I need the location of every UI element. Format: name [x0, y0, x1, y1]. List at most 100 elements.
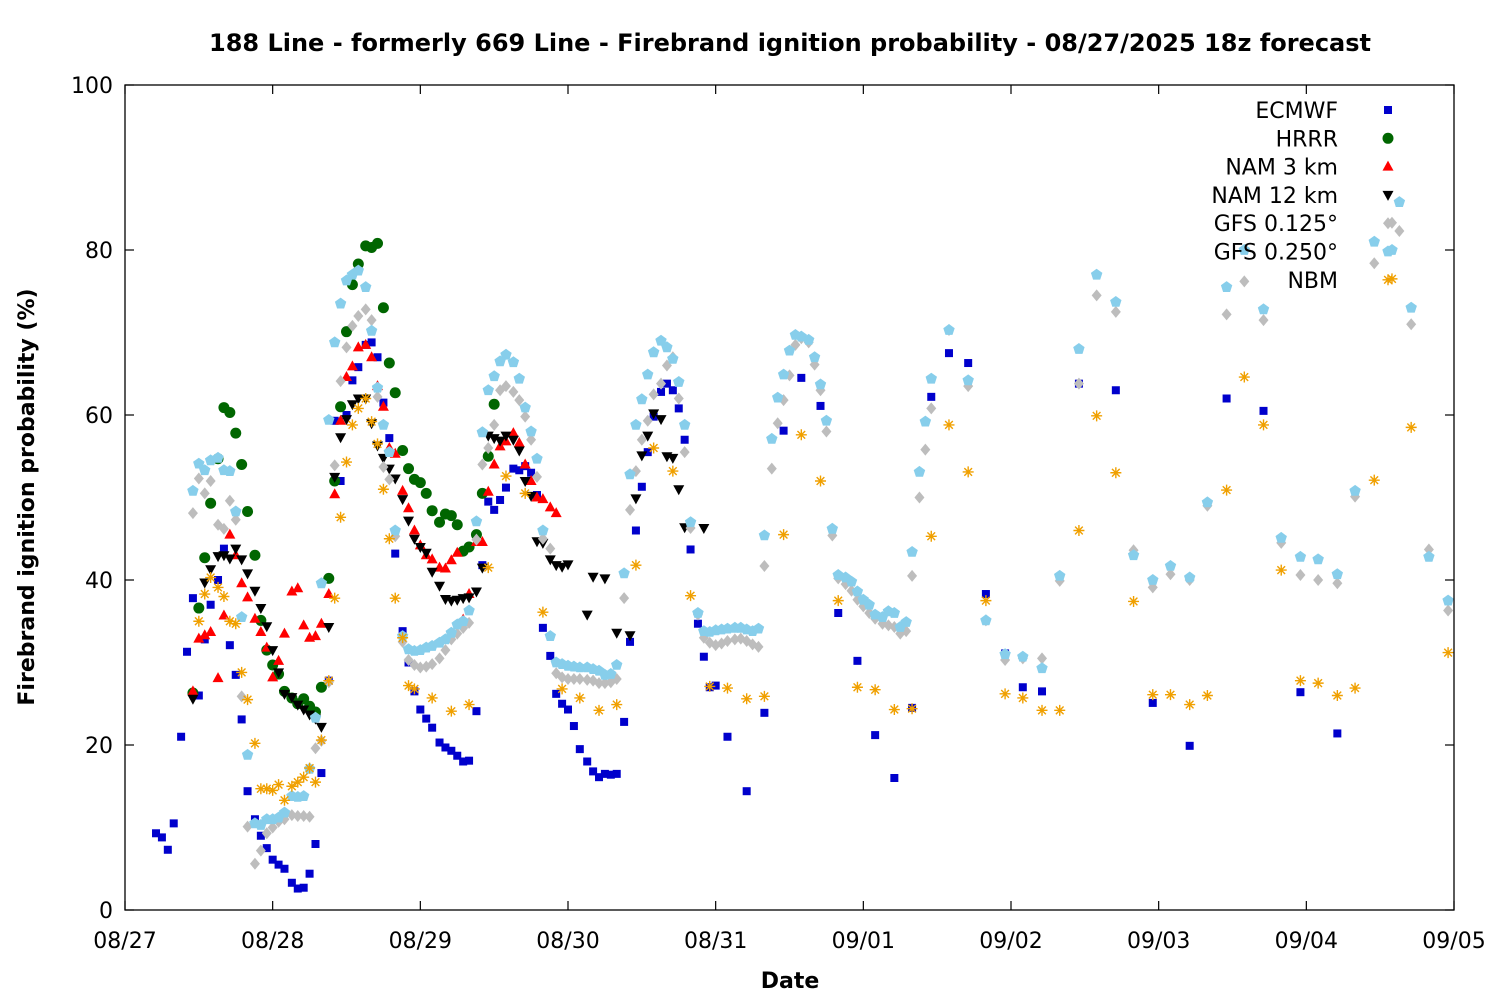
- data-point-nbm: [704, 680, 716, 692]
- data-point-ecmwf: [1222, 394, 1231, 403]
- data-point-hrrr: [230, 427, 242, 439]
- data-point-gfs-0-125: [545, 542, 556, 555]
- data-point-gfs-0-125: [341, 341, 352, 354]
- data-point-gfs-0-125: [230, 513, 241, 526]
- data-point-gfs-0-250: [684, 516, 697, 528]
- data-point-gfs-0-250: [661, 341, 673, 353]
- data-point-gfs-0-125: [378, 460, 389, 473]
- data-point-nbm: [1386, 273, 1398, 285]
- data-point-gfs-0-125: [483, 442, 494, 454]
- data-point-gfs-0-250: [667, 352, 679, 364]
- data-point-nbm: [286, 780, 298, 792]
- data-point-nam-12-km: [187, 694, 199, 705]
- data-point-nam-3-km: [513, 437, 525, 448]
- data-point-nbm: [309, 776, 321, 788]
- data-point-ecmwf: [742, 787, 751, 796]
- data-point-ecmwf: [453, 751, 462, 760]
- data-point-nbm: [1110, 467, 1122, 479]
- data-point-hrrr: [426, 505, 438, 517]
- data-point-gfs-0-125: [625, 503, 636, 516]
- data-point-ecmwf: [558, 699, 567, 708]
- legend-label: GFS 0.250°: [1214, 241, 1338, 266]
- data-point-ecmwf: [317, 769, 326, 778]
- data-point-nbm: [323, 675, 335, 687]
- data-point-gfs-0-250: [323, 414, 335, 425]
- data-point-nbm: [463, 699, 475, 711]
- data-point-ecmwf: [219, 544, 228, 553]
- legend-marker-nam-12-km: [1382, 190, 1394, 201]
- data-point-nam-3-km: [445, 554, 457, 565]
- data-point-ecmwf: [606, 770, 615, 779]
- data-point-gfs-0-250: [224, 465, 236, 476]
- data-point-gfs-0-125: [619, 592, 630, 605]
- data-point-nam-12-km: [403, 516, 415, 527]
- data-point-gfs-0-250: [329, 336, 341, 348]
- data-point-nam-3-km: [550, 507, 562, 518]
- data-point-gfs-0-250: [278, 806, 291, 818]
- data-point-ecmwf: [274, 860, 283, 869]
- data-point-nbm: [999, 688, 1011, 700]
- data-point-ecmwf: [428, 723, 437, 732]
- data-point-ecmwf: [293, 884, 302, 893]
- legend-label: HRRR: [1276, 127, 1338, 152]
- data-point-ecmwf: [1148, 698, 1157, 707]
- data-point-gfs-0-125: [537, 532, 548, 545]
- data-point-nam-3-km: [329, 488, 341, 499]
- series-nbm: [193, 273, 1454, 806]
- legend-marker-nbm: [1382, 274, 1394, 286]
- data-point-gfs-0-250: [1312, 553, 1324, 565]
- legend-marker-gfs-0-125: [1383, 217, 1393, 230]
- data-point-gfs-0-125: [679, 446, 690, 459]
- data-point-gfs-0-250: [212, 451, 224, 463]
- data-point-ecmwf: [287, 878, 296, 887]
- data-point-ecmwf: [575, 745, 584, 754]
- data-point-gfs-0-125: [335, 375, 346, 388]
- data-point-nam-12-km: [519, 477, 531, 487]
- data-point-nam-12-km: [218, 551, 230, 562]
- data-point-gfs-0-250: [1238, 244, 1250, 255]
- data-point-gfs-0-250: [913, 465, 926, 477]
- data-point-ecmwf: [779, 426, 788, 435]
- data-point-gfs-0-125: [673, 392, 684, 405]
- x-tick-label: 09/05: [1422, 929, 1485, 954]
- data-point-nam-12-km: [648, 409, 660, 420]
- data-point-nam-3-km: [187, 685, 199, 696]
- data-point-gfs-0-125: [772, 417, 783, 430]
- data-point-gfs-0-125: [1406, 318, 1417, 331]
- data-point-nam-3-km: [267, 671, 279, 682]
- data-point-nam-3-km: [408, 524, 420, 535]
- data-point-ecmwf: [1111, 386, 1120, 395]
- data-point-ecmwf: [330, 416, 339, 425]
- legend-item-nam-12-km: NAM 12 km: [1211, 184, 1394, 209]
- data-point-gfs-0-250: [1393, 196, 1406, 207]
- data-point-nam-12-km: [494, 436, 506, 447]
- legend-item-ecmwf: ECMWF: [1255, 99, 1392, 124]
- plot-area: [152, 196, 1454, 893]
- data-point-nam-3-km: [488, 458, 500, 469]
- data-point-ecmwf: [336, 477, 345, 485]
- data-point-gfs-0-250: [377, 418, 390, 430]
- data-point-nbm: [962, 466, 974, 478]
- data-point-nam-3-km: [315, 617, 327, 628]
- y-axis-label: Firebrand ignition probability (%): [15, 288, 40, 705]
- data-point-gfs-0-125: [384, 473, 395, 486]
- data-point-gfs-0-250: [482, 384, 494, 396]
- data-point-ecmwf: [1018, 683, 1027, 692]
- data-point-ecmwf: [723, 732, 732, 741]
- data-point-nam-12-km: [408, 534, 420, 545]
- data-point-ecmwf: [348, 376, 357, 385]
- data-point-gfs-0-125: [1221, 308, 1232, 321]
- data-point-nbm: [249, 737, 261, 749]
- data-point-nbm: [408, 683, 420, 695]
- data-point-nbm: [593, 704, 605, 716]
- data-point-nam-3-km: [346, 360, 358, 371]
- data-point-gfs-0-250: [783, 344, 796, 356]
- data-point-ecmwf: [280, 864, 289, 873]
- data-point-ecmwf: [564, 705, 572, 714]
- data-point-nam-3-km: [236, 577, 248, 588]
- data-point-nbm: [1036, 704, 1048, 716]
- data-point-nam-12-km: [255, 604, 267, 615]
- data-point-ecmwf: [612, 769, 621, 778]
